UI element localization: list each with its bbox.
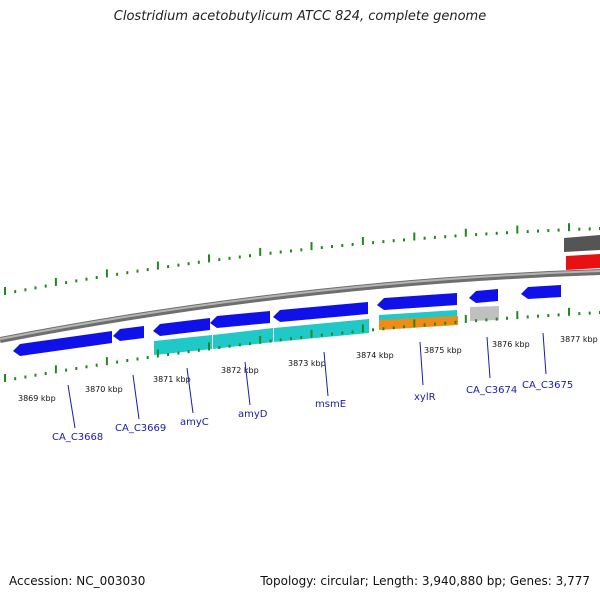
gene-arrow-ca-c3669[interactable] xyxy=(113,326,144,341)
gene-label-leaders xyxy=(67,332,547,429)
outer-tick-track xyxy=(4,223,600,295)
gene-label-ca-c3668[interactable]: CA_C3668 xyxy=(52,432,103,443)
gene-label-amyd[interactable]: amyD xyxy=(238,409,268,420)
cds-amyd[interactable] xyxy=(213,328,273,349)
scale-tick-label: 3871 kbp xyxy=(153,375,191,384)
gene-arrow-ca-c3668[interactable] xyxy=(13,331,112,356)
gene-label-ca-c3675[interactable]: CA_C3675 xyxy=(522,380,573,391)
cds-amyc[interactable] xyxy=(154,335,212,355)
gene-label-ca-c3674[interactable]: CA_C3674 xyxy=(466,385,517,396)
leader-amyc xyxy=(186,367,194,414)
genome-backbone xyxy=(0,269,600,343)
gene-arrow-xylr[interactable] xyxy=(377,293,457,310)
leader-ca-c3675 xyxy=(542,332,547,375)
genome-summary-text: Topology: circular; Length: 3,940,880 bp… xyxy=(260,574,590,588)
gene-arrow-msme[interactable] xyxy=(273,302,368,322)
scale-tick-label: 3874 kbp xyxy=(356,351,394,360)
gene-arrow-amyd[interactable] xyxy=(210,311,270,328)
scale-tick-label: 3872 kbp xyxy=(221,366,259,375)
gene-label-amyc[interactable]: amyC xyxy=(180,417,209,428)
leader-amyd xyxy=(244,361,251,406)
scale-tick-label: 3869 kbp xyxy=(18,394,56,403)
accession-text: Accession: NC_003030 xyxy=(9,574,146,588)
map-title: Clostridium acetobutylicum ATCC 824, com… xyxy=(113,9,487,24)
gene-arrow-amyc[interactable] xyxy=(153,318,210,336)
scale-tick-label: 3875 kbp xyxy=(424,346,462,355)
genome-backbone-highlight xyxy=(0,270,600,340)
leader-ca-c3669 xyxy=(132,374,140,420)
grey-feature[interactable] xyxy=(470,306,499,321)
leader-ca-c3674 xyxy=(486,336,491,379)
scale-labels: 3869 kbp 3870 kbp 3871 kbp 3872 kbp 3873… xyxy=(18,335,598,403)
gene-arrow-ca-c3674[interactable] xyxy=(469,289,498,303)
leader-ca-c3668 xyxy=(67,384,76,429)
scale-tick-label: 3870 kbp xyxy=(85,385,123,394)
dark-feature xyxy=(564,235,600,252)
gene-labels: CA_C3668 CA_C3669 amyC amyD msmE xylR CA… xyxy=(52,380,573,443)
scale-tick-label: 3877 kbp xyxy=(560,335,598,344)
gene-track xyxy=(13,285,561,356)
inner-tick-track xyxy=(4,307,600,382)
cds-track xyxy=(154,306,499,355)
gene-label-ca-c3669[interactable]: CA_C3669 xyxy=(115,423,166,434)
leader-xylr xyxy=(419,341,424,386)
red-feature xyxy=(566,254,600,270)
gene-label-xylr[interactable]: xylR xyxy=(414,392,436,403)
cds-msme[interactable] xyxy=(274,319,369,342)
gene-label-msme[interactable]: msmE xyxy=(315,399,346,410)
gene-arrow-ca-c3675[interactable] xyxy=(521,285,561,299)
scale-tick-label: 3873 kbp xyxy=(288,359,326,368)
scale-tick-label: 3876 kbp xyxy=(492,340,530,349)
leader-msme xyxy=(323,351,329,397)
orange-feature[interactable] xyxy=(379,316,458,330)
